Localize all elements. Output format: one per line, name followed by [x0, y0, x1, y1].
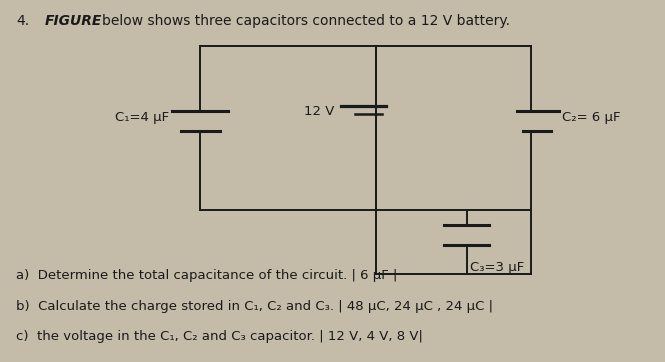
Text: C₁=4 μF: C₁=4 μF — [115, 111, 169, 124]
Text: 4.: 4. — [16, 14, 29, 28]
Text: b)  Calculate the charge stored in C₁, C₂ and C₃. | 48 μC, 24 μC , 24 μC |: b) Calculate the charge stored in C₁, C₂… — [16, 299, 493, 312]
Text: C₃=3 μF: C₃=3 μF — [470, 261, 524, 274]
Text: c)  the voltage in the C₁, C₂ and C₃ capacitor. | 12 V, 4 V, 8 V|: c) the voltage in the C₁, C₂ and C₃ capa… — [16, 330, 423, 343]
Text: 12 V: 12 V — [304, 105, 334, 118]
Text: FIGURE: FIGURE — [45, 14, 102, 28]
Text: below shows three capacitors connected to a 12 V battery.: below shows three capacitors connected t… — [102, 14, 510, 28]
Text: a)  Determine the total capacitance of the circuit. | 6 μF |: a) Determine the total capacitance of th… — [16, 269, 397, 282]
Text: C₂= 6 μF: C₂= 6 μF — [563, 111, 621, 124]
